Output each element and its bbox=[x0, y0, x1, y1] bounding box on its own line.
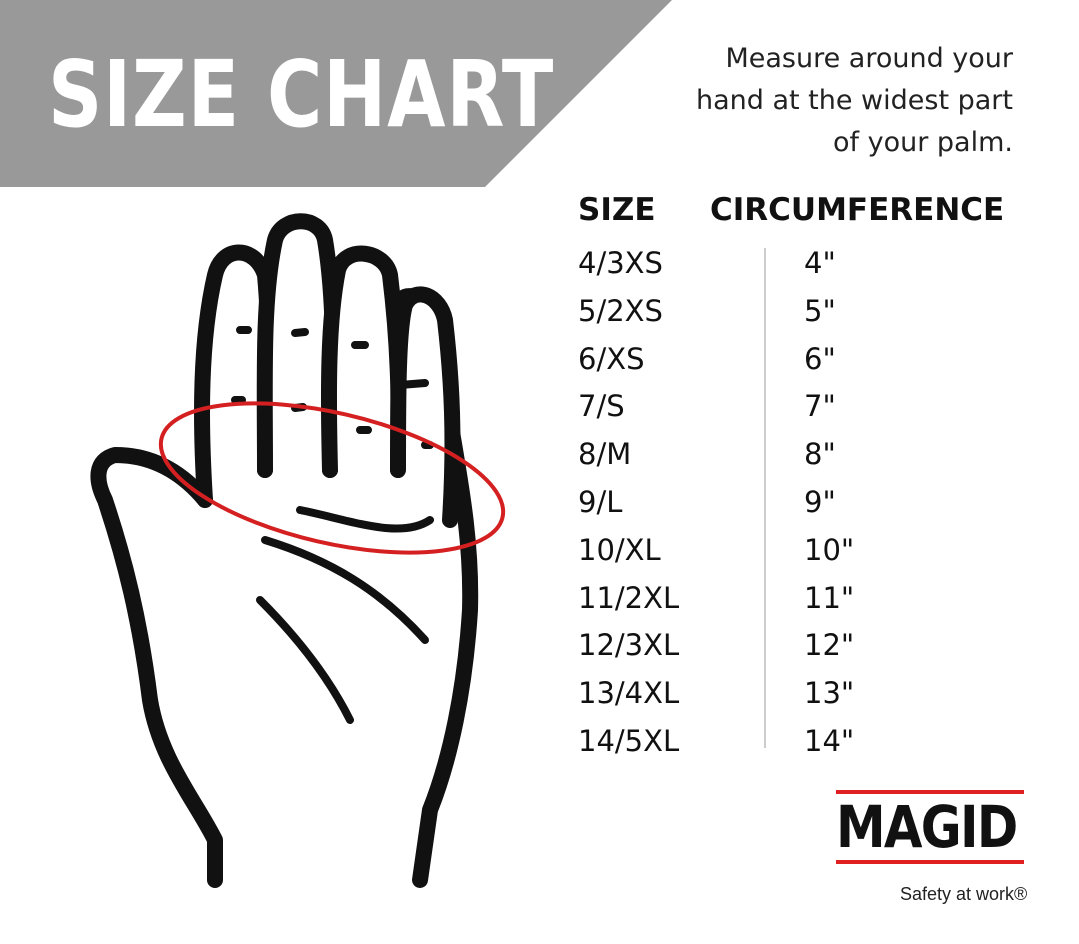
palm-line bbox=[256, 596, 354, 724]
table-row: 11/2XL 11" bbox=[578, 575, 878, 623]
size-table: 4/3XS 4" 5/2XS 5" 6/XS 6" 7/S 7" 8/M 8" 9/L 9" 10/XL… bbox=[578, 240, 878, 766]
column-divider bbox=[764, 248, 766, 748]
circumference-cell: 5" bbox=[804, 293, 836, 328]
circumference-cell: 4" bbox=[804, 246, 836, 280]
table-row: 6/XS 6" bbox=[578, 336, 878, 384]
table-row: 10/XL 10" bbox=[578, 527, 878, 575]
instruction-line: hand at the widest part bbox=[695, 85, 1013, 116]
instruction-line: Measure around your bbox=[725, 43, 1013, 74]
circumference-cell: 13" bbox=[804, 676, 855, 711]
magid-logo: MAGID bbox=[836, 790, 1024, 864]
size-header: SIZE bbox=[578, 192, 656, 228]
size-cell: 8/M bbox=[578, 437, 632, 472]
circumference-cell: 14" bbox=[804, 723, 855, 758]
size-cell: 7/S bbox=[578, 389, 625, 424]
size-cell: 14/5XL bbox=[578, 723, 680, 758]
circumference-cell: 7" bbox=[804, 389, 836, 424]
table-row: 12/3XL 12" bbox=[578, 622, 878, 670]
table-row: 14/5XL 14" bbox=[578, 718, 878, 766]
circumference-cell: 9" bbox=[804, 484, 836, 519]
size-cell: 13/4XL bbox=[578, 676, 680, 711]
size-cell: 11/2XL bbox=[578, 580, 680, 615]
circumference-header: CIRCUMFERENCE bbox=[710, 192, 1005, 228]
table-row: 4/3XS 4" bbox=[578, 240, 878, 288]
size-cell: 5/2XS bbox=[578, 293, 663, 328]
size-cell: 4/3XS bbox=[578, 246, 663, 280]
tagline: Safety at work® bbox=[900, 884, 1028, 904]
size-cell: 10/XL bbox=[578, 532, 661, 567]
title-banner bbox=[0, 0, 672, 187]
finger-index bbox=[390, 286, 461, 528]
instruction-line: of your palm. bbox=[833, 127, 1013, 158]
palm-line bbox=[261, 536, 429, 644]
page-title: SIZE CHART bbox=[48, 41, 555, 148]
palm-line bbox=[296, 506, 434, 533]
size-cell: 9/L bbox=[578, 484, 623, 519]
size-cell: 6/XS bbox=[578, 341, 645, 376]
finger-middle bbox=[320, 245, 407, 478]
circumference-cell: 6" bbox=[804, 341, 836, 376]
instructions: Measure around your hand at the widest p… bbox=[613, 38, 1013, 164]
circumference-cell: 8" bbox=[804, 437, 836, 472]
measurement-ring bbox=[158, 401, 506, 555]
table-row: 5/2XS 5" bbox=[578, 288, 878, 336]
table-row: 7/S 7" bbox=[578, 383, 878, 431]
circumference-cell: 11" bbox=[804, 580, 855, 615]
table-row: 13/4XL 13" bbox=[578, 670, 878, 718]
table-row: 9/L 9" bbox=[578, 479, 878, 527]
circumference-cell: 12" bbox=[804, 628, 855, 663]
table-row: 8/M 8" bbox=[578, 431, 878, 479]
logo-text: MAGID bbox=[836, 793, 1018, 861]
size-cell: 12/3XL bbox=[578, 628, 680, 663]
circumference-cell: 10" bbox=[804, 532, 855, 567]
